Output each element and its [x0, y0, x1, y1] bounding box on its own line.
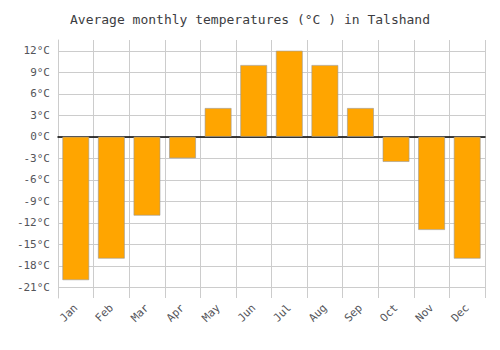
- svg-text:-12°C: -12°C: [17, 216, 50, 229]
- svg-text:Average monthly temperatures (: Average monthly temperatures (°C ) in Ta…: [70, 12, 430, 27]
- svg-text:Feb: Feb: [93, 301, 116, 324]
- svg-text:3°C: 3°C: [30, 109, 50, 122]
- svg-text:-3°C: -3°C: [24, 152, 51, 165]
- svg-text:-18°C: -18°C: [17, 259, 50, 272]
- svg-text:9°C: 9°C: [30, 66, 50, 79]
- svg-text:Mar: Mar: [128, 301, 151, 324]
- svg-text:May: May: [199, 301, 222, 324]
- svg-text:-15°C: -15°C: [17, 238, 50, 251]
- svg-text:Apr: Apr: [164, 301, 187, 324]
- svg-text:Oct: Oct: [377, 301, 400, 324]
- svg-text:-21°C: -21°C: [17, 281, 50, 294]
- svg-text:0°C: 0°C: [30, 130, 50, 143]
- svg-text:12°C: 12°C: [24, 44, 51, 57]
- svg-text:Sep: Sep: [342, 301, 365, 324]
- svg-text:Dec: Dec: [449, 301, 472, 324]
- svg-text:Aug: Aug: [306, 301, 329, 324]
- svg-text:6°C: 6°C: [30, 87, 50, 100]
- svg-text:Jun: Jun: [235, 301, 258, 324]
- svg-text:-9°C: -9°C: [24, 195, 51, 208]
- svg-text:Jul: Jul: [271, 301, 294, 324]
- svg-text:Jan: Jan: [57, 301, 80, 324]
- svg-text:Nov: Nov: [413, 301, 436, 324]
- svg-text:-6°C: -6°C: [24, 173, 51, 186]
